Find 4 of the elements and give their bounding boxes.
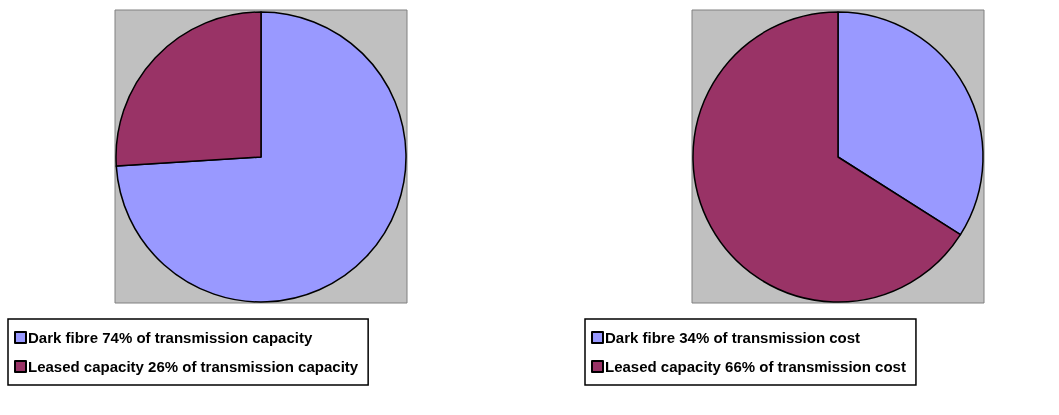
legend-label: Dark fibre 34% of transmission cost: [605, 329, 861, 346]
legend-label: Leased capacity 26% of transmission capacity: [28, 358, 359, 375]
legend-label: Dark fibre 74% of transmission capacity: [28, 329, 313, 346]
legend-label: Leased capacity 66% of transmission cost: [605, 358, 906, 375]
